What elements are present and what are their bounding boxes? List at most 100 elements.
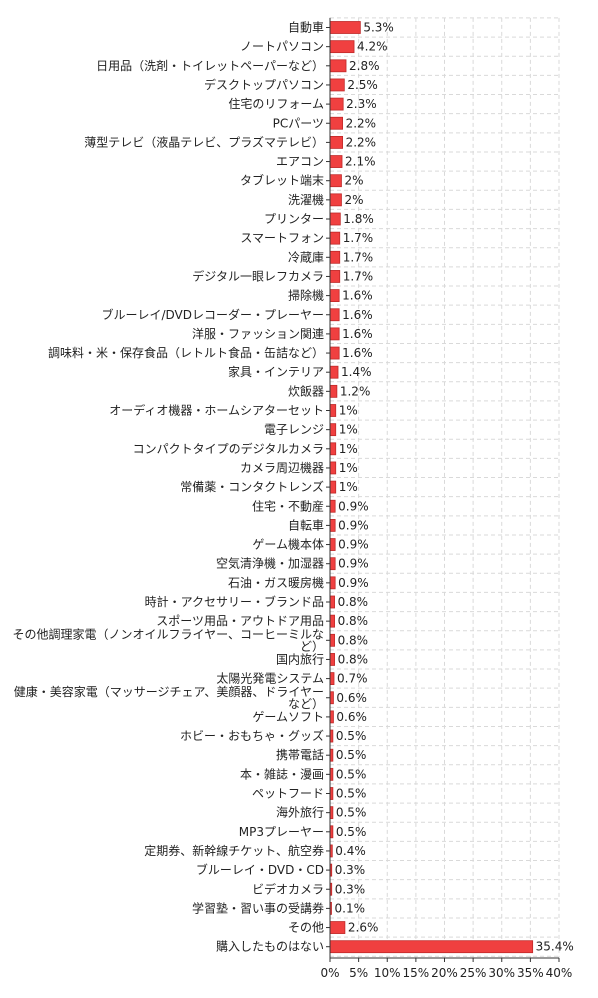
x-tick-label: 40% xyxy=(546,966,573,980)
bar xyxy=(329,97,344,111)
category-label: 本・雑誌・漫画 xyxy=(240,766,324,781)
value-label: 1% xyxy=(339,480,358,494)
category-label: デジタル一眼レフカメラ xyxy=(192,268,324,283)
category-label: PCパーツ xyxy=(273,116,324,130)
category-label: 炊飯器 xyxy=(288,383,324,398)
bar xyxy=(329,231,341,245)
category-label: コンパクトタイプのデジタルカメラ xyxy=(133,441,324,456)
bar xyxy=(329,174,342,188)
category-label: スマートフォン xyxy=(240,231,324,245)
value-label: 2.2% xyxy=(346,135,377,149)
bar xyxy=(329,21,361,34)
value-label: 0.8% xyxy=(338,614,369,628)
category-label: 洗濯機 xyxy=(288,192,324,207)
value-label: 0.7% xyxy=(337,672,368,686)
category-label: カメラ周辺機器 xyxy=(240,460,324,475)
category-label: 洋服・ファッション関連 xyxy=(192,326,324,341)
bar xyxy=(329,595,335,609)
category-label: 太陽光発電システム xyxy=(216,671,324,686)
category-label: その他 xyxy=(288,921,324,935)
value-label: 0.6% xyxy=(336,691,367,705)
category-label: エアコン xyxy=(276,155,324,169)
bar xyxy=(329,672,335,685)
value-label: 1.6% xyxy=(342,346,373,360)
value-label: 2.1% xyxy=(345,155,376,169)
value-label: 2.3% xyxy=(346,97,377,111)
value-label: 0.9% xyxy=(338,576,369,590)
category-label: プリンター xyxy=(264,212,324,226)
category-label: スポーツ用品・アウトドア用品 xyxy=(156,614,324,628)
x-tick-label: 0% xyxy=(320,966,339,980)
value-label: 1% xyxy=(339,442,358,456)
category-label: 日用品（洗剤・トイレットペーパーなど） xyxy=(96,58,324,73)
category-label: 健康・美容家電（マッサージチェア、美顔器、ドライヤーなど） xyxy=(14,684,324,711)
x-tick-label: 20% xyxy=(431,966,458,980)
category-label: 家具・インテリア xyxy=(228,364,324,379)
bar xyxy=(329,365,339,379)
value-label: 1.7% xyxy=(343,231,374,245)
bar xyxy=(329,461,337,475)
value-label: 0.5% xyxy=(336,787,367,801)
bar xyxy=(329,710,334,724)
bar xyxy=(329,576,336,590)
bar xyxy=(329,557,336,571)
value-label: 2.5% xyxy=(347,78,378,92)
category-label: 調味料・米・保存食品（レトルト食品・缶詰など） xyxy=(48,345,324,360)
category-label: 定期券、新幹線チケット、航空券 xyxy=(144,843,324,858)
x-tick-label: 15% xyxy=(403,966,430,980)
value-label: 2.6% xyxy=(348,921,379,935)
value-label: 0.8% xyxy=(338,633,369,647)
bar xyxy=(329,193,342,207)
category-label: ビデオカメラ xyxy=(252,881,324,896)
value-label: 1.4% xyxy=(341,365,372,379)
value-label: 0.3% xyxy=(335,863,366,877)
category-label: 時計・アクセサリー・ブランド品 xyxy=(145,594,324,609)
bar xyxy=(329,423,337,437)
bar xyxy=(329,346,340,360)
bar xyxy=(329,289,340,303)
grid-lines xyxy=(330,17,560,958)
value-label: 1.2% xyxy=(340,384,371,398)
value-label: 1.6% xyxy=(342,308,373,322)
bar xyxy=(329,633,335,647)
category-label: 掃除機 xyxy=(288,288,324,303)
bar xyxy=(329,921,346,934)
value-labels: 5.3% 4.2% 2.8% 2.5% 2.3% 2.2% 2.2% 2.1% 2% 2% 1.8%… xyxy=(335,21,574,954)
bar xyxy=(329,212,341,226)
bar xyxy=(329,499,336,513)
value-label: 0.9% xyxy=(338,557,369,571)
value-label: 2.8% xyxy=(349,59,380,73)
category-label: 薄型テレビ（液晶テレビ、プラズマテレビ） xyxy=(84,134,324,149)
value-label: 0.8% xyxy=(338,595,369,609)
bar xyxy=(329,270,341,283)
category-label: 購入したものはない xyxy=(216,940,324,954)
value-label: 35.4% xyxy=(536,940,574,954)
bar xyxy=(329,384,338,398)
category-label: 自転車 xyxy=(288,518,324,532)
bar xyxy=(329,691,334,705)
value-label: 1.8% xyxy=(343,212,374,226)
bar xyxy=(329,940,534,954)
bar xyxy=(329,250,341,264)
category-label: デスクトップパソコン xyxy=(204,77,324,92)
category-label: 石油・ガス暖房機 xyxy=(228,575,324,590)
value-label: 0.1% xyxy=(335,901,366,915)
bar xyxy=(329,614,335,628)
bar xyxy=(329,519,336,532)
category-label: 常備薬・コンタクトレンズ xyxy=(180,479,324,494)
value-label: 2% xyxy=(344,174,363,188)
value-label: 0.9% xyxy=(338,499,369,513)
category-label: ゲーム機本体 xyxy=(252,537,324,552)
x-tick-label: 35% xyxy=(517,966,544,980)
value-label: 0.6% xyxy=(336,710,367,724)
bar xyxy=(329,135,343,149)
value-label: 1.6% xyxy=(342,327,373,341)
value-label: 0.5% xyxy=(336,825,367,839)
bar xyxy=(329,442,337,456)
value-label: 0.8% xyxy=(338,652,369,666)
category-label: 携帯電話 xyxy=(276,747,324,762)
value-label: 1.6% xyxy=(342,289,373,303)
category-label: 自動車 xyxy=(288,21,324,35)
category-label: 住宅・不動産 xyxy=(252,498,324,513)
